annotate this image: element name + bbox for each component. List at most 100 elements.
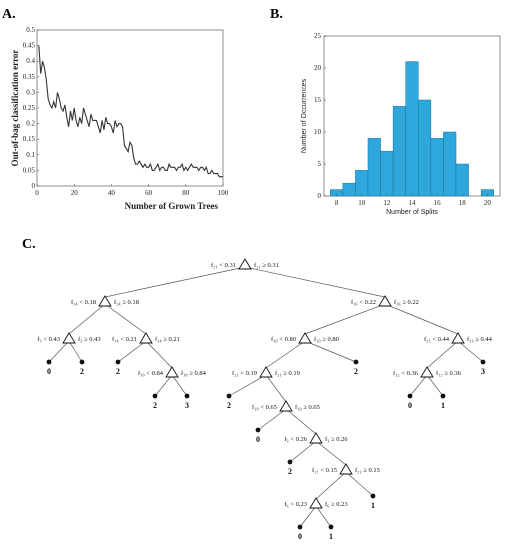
tree-leaf-class: 1 [371,501,375,510]
chart-a-ytick-label: 0 [32,182,36,190]
tree-edge [145,340,173,369]
panel-label-c: C. [22,237,36,252]
chart-b-ytick-label: 15 [314,96,322,104]
tree-split-label-left: f₁₀ < 0.80 [271,336,296,343]
tree-split-label-left: f₁₉ < 0.65 [252,404,277,411]
chart-a-xtick-label: 100 [218,189,229,197]
chart-b-xtick-label: 16 [434,199,442,207]
chart-b-bar [418,99,432,197]
chart-a-ytick-label: 0.4 [26,57,35,65]
tree-leaf-node [79,359,85,365]
chart-b-ytick-label: 5 [318,160,322,168]
tree-edge [315,440,347,466]
tree-leaf-class: 0 [47,367,51,376]
tree-edge [228,374,267,397]
tree-leaf-class: 0 [408,401,412,410]
tree-edge [315,505,332,528]
tree-edge [384,303,459,335]
tree-edge [304,340,357,363]
tree-edge [68,303,106,335]
tree-leaf-class: 2 [227,401,231,410]
tree-leaf-class: 3 [185,401,189,410]
tree-edge [315,471,347,500]
tree-split-node [62,332,76,344]
tree-edge [244,266,386,298]
tree-split-label-right: f₁₉ ≥ 0.65 [295,404,320,411]
tree-edge [426,374,444,397]
tree-split-label-left: f₆ < 0.23 [284,501,307,508]
chart-b-ytick-label: 25 [314,32,322,40]
tree-split-node [309,497,323,509]
tree-split-label-left: f₁₂ < 0.36 [393,370,419,377]
chart-b-xtick-label: 8 [335,199,339,207]
tree-split-label-right: f₆ ≥ 0.23 [325,501,348,508]
tree-split-node [139,332,153,344]
tree-leaf-node [297,524,303,530]
chart-b-bar [367,138,381,197]
chart-a-ytick-label: 0.2 [26,120,35,128]
tree-split-label-left: f₂₄ < 0.18 [71,299,96,306]
tree-split-label-left: f₂₁ < 0.19 [232,370,257,377]
tree-split-label-right: f₂₃ ≥ 0.44 [467,336,493,343]
tree-leaf-node [480,359,486,365]
tree-split-label-right: f₃ ≥ 0.26 [325,436,348,443]
tree-leaf-node [440,393,446,399]
tree-edge [426,340,459,369]
tree-leaf-node [328,524,334,530]
chart-b-xtick-label: 18 [459,199,467,207]
chart-a-xtick-label: 60 [145,189,153,197]
tree-leaf-class: 3 [481,367,485,376]
chart-b-splits-histogram: 0 5 10 15 20 25 8 10 12 14 16 18 20 Number of Split… [301,32,501,216]
tree-split-label-right: f₂₁ ≥ 0.31 [254,262,279,269]
tree-split-label-right: f₁₀ ≥ 0.84 [181,370,207,377]
chart-b-bar [342,182,356,197]
tree-edge [265,374,287,403]
tree-edge [117,340,147,363]
tree-edge [104,303,147,335]
chart-a-ylabel: Out-of-bag classification error [10,50,20,167]
panel-label-a: A. [2,7,16,22]
tree-edge [257,408,287,431]
tree-edge [304,303,386,335]
tree-split-node [339,463,353,475]
chart-b-bar [443,131,457,197]
tree-split-node [378,295,392,307]
tree-edge [104,266,246,298]
tree-edge [409,374,428,397]
chart-a-ytick-label: 0.05 [23,166,36,174]
tree-leaf-class: 2 [354,367,358,376]
tree-split-label-right: f₁₂ ≥ 0.36 [436,370,462,377]
chart-a-series-line [38,45,223,178]
tree-split-node [309,432,323,444]
tree-split-label-left: f₃ < 0.26 [284,436,307,443]
tree-split-label-right: f₁₀ ≥ 0.80 [314,336,339,343]
tree-split-node [98,295,112,307]
tree-leaf-class: 2 [80,367,84,376]
tree-leaf-class: 0 [298,532,302,541]
tree-leaf-node [46,359,52,365]
chart-b-bar [380,150,394,197]
chart-b-bar [392,106,406,197]
tree-leaf-node [370,493,376,499]
chart-b-ytick-label: 20 [314,64,322,72]
tree-split-label-left: f₃ < 0.43 [37,336,60,343]
tree-split-node [279,400,293,412]
tree-edge [345,471,374,497]
chart-b-ytick-label: 10 [314,128,322,136]
tree-leaf-node [407,393,413,399]
tree-split-node [238,258,252,270]
chart-b-xtick-label: 20 [484,199,492,207]
chart-b-xtick-label: 14 [409,199,417,207]
chart-b-ytick-label: 0 [318,192,322,200]
chart-a-ytick-label: 0.45 [23,42,36,50]
tree-split-label-right: f₂₄ ≥ 0.18 [114,299,139,306]
tree-edge [457,340,484,363]
tree-leaf-class: 1 [441,401,445,410]
chart-b-xtick-label: 10 [358,199,366,207]
chart-a-xtick-label: 40 [108,189,116,197]
chart-b-bar [355,170,369,197]
chart-a-ytick-label: 0.5 [26,26,35,34]
chart-a-ytick-label: 0.35 [23,73,36,81]
tree-leaf-node [115,359,121,365]
